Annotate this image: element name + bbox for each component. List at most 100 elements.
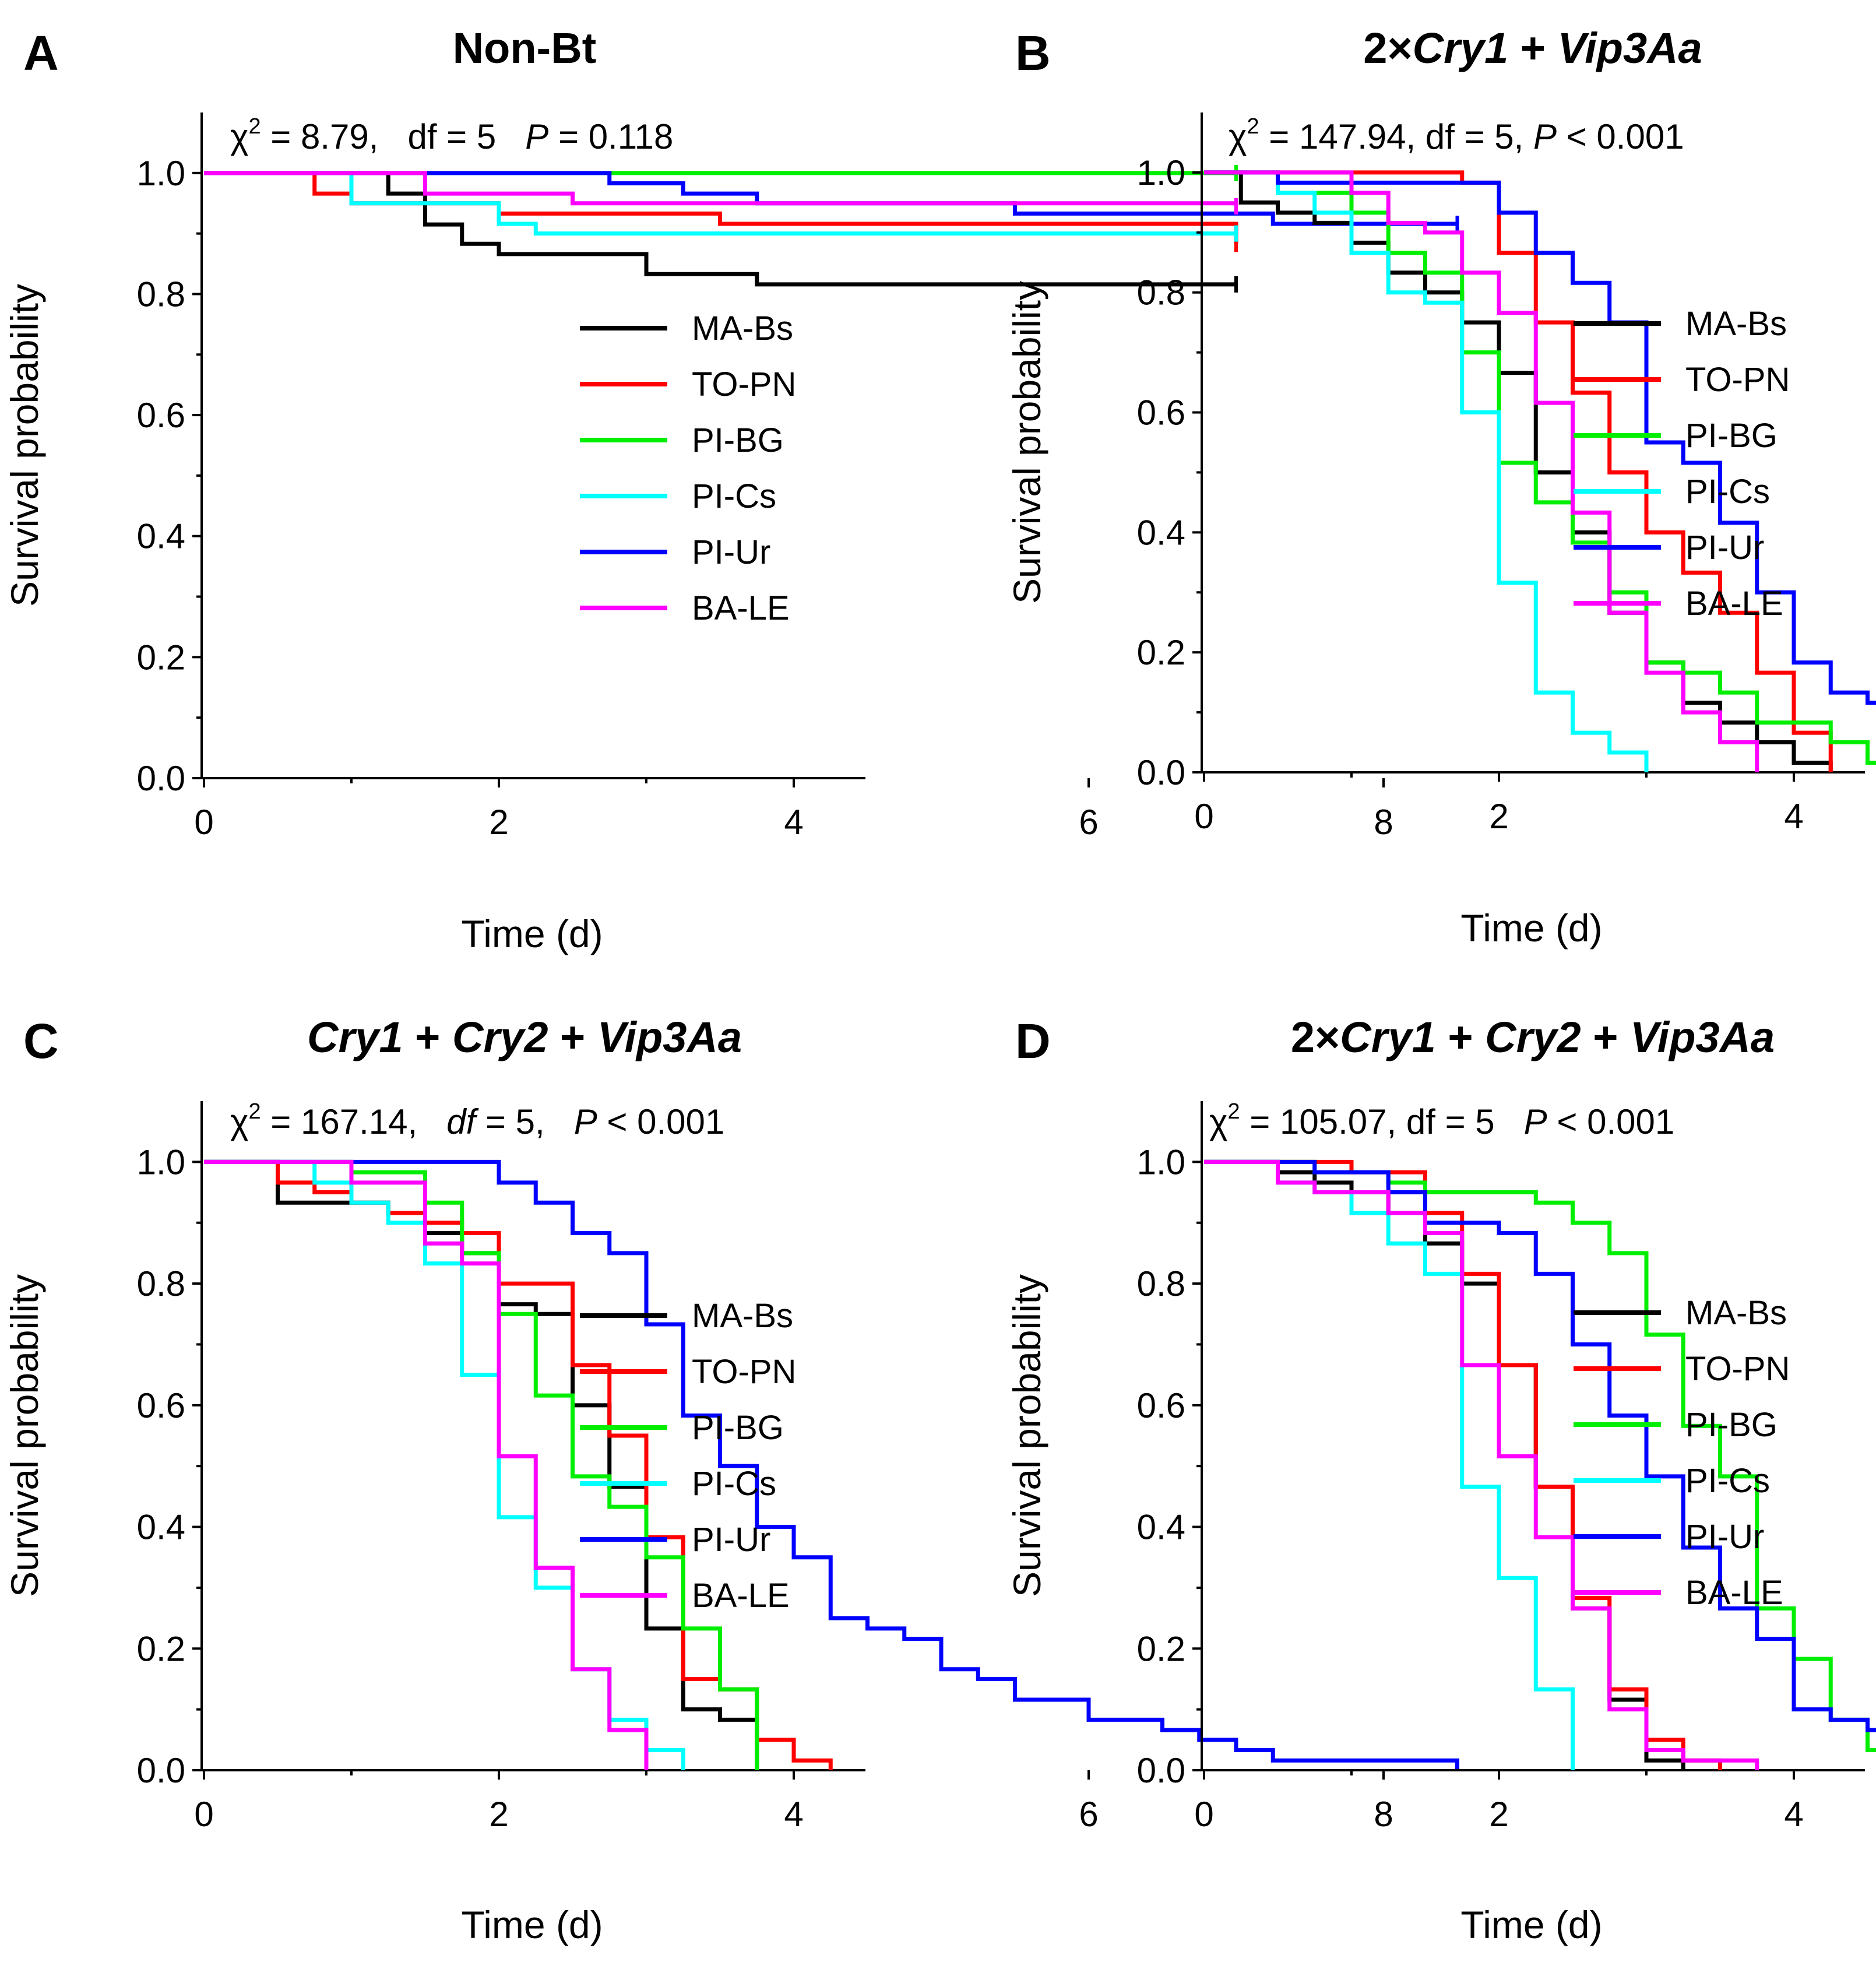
legend-label: PI-Ur bbox=[692, 1521, 770, 1559]
legend-label: BA-LE bbox=[692, 589, 790, 627]
chi-value: = 147.94, df = 5, bbox=[1259, 117, 1533, 156]
x-tick-label: 6 bbox=[1079, 1795, 1098, 1834]
title-part: + bbox=[1581, 1013, 1630, 1061]
y-tick-label: 0.2 bbox=[1137, 1629, 1185, 1668]
title-part: + bbox=[403, 1013, 452, 1061]
x-axis-label: Time (d) bbox=[461, 912, 603, 955]
title-part: Cry2 bbox=[1485, 1013, 1581, 1061]
stat-text: χ2 = 147.94, df = 5, P < 0.001 bbox=[1229, 114, 1684, 156]
title-part: + bbox=[1436, 1013, 1485, 1061]
series-line-pi-ur bbox=[1204, 170, 1876, 705]
legend: MA-Bs TO-PN PI-BG PI-Cs PI-Ur BA-LE bbox=[1574, 1294, 1790, 1612]
y-axis-label: Survival probability bbox=[1005, 1274, 1048, 1597]
y-tick-label: 0.8 bbox=[137, 275, 185, 314]
y-tick-label: 0.2 bbox=[1137, 633, 1185, 672]
p-symbol: P bbox=[1533, 117, 1557, 156]
y-axis-label: Survival probability bbox=[3, 1274, 46, 1597]
panel-c: C Cry1 + Cry2 + Vip3Aa 0.0 0.2 0.4 0.6 0.8 1.0 0… bbox=[3, 1013, 1459, 1946]
x-tick-label: 2 bbox=[1489, 797, 1508, 836]
legend-label: PI-Ur bbox=[1685, 1518, 1764, 1556]
title-part: 2× bbox=[1291, 1013, 1340, 1061]
title-part: Cry1 bbox=[1413, 24, 1509, 72]
y-tick-label: 0.0 bbox=[137, 1751, 185, 1790]
series-line-to-pn bbox=[1204, 1159, 1722, 1770]
series-line-ba-le bbox=[204, 171, 1238, 206]
y-tick-label: 0.4 bbox=[137, 517, 185, 556]
stat-text: χ2 = 105.07, df = 5 P < 0.001 bbox=[1209, 1099, 1674, 1141]
y-tick-label: 0.0 bbox=[137, 759, 185, 798]
panel-letter: A bbox=[23, 26, 59, 80]
p-value: = 0.118 bbox=[548, 117, 673, 156]
chi-value: = 105.07, df = 5 bbox=[1240, 1102, 1524, 1141]
df-symbol: df bbox=[446, 1102, 478, 1141]
title-part: Cry1 bbox=[1340, 1013, 1436, 1061]
panel-title: 2×Cry1 + Cry2 + Vip3Aa bbox=[1291, 1013, 1775, 1061]
series-line-pi-cs bbox=[1204, 1159, 1575, 1770]
stat-text: χ2 = 8.79, df = 5 P = 0.118 bbox=[230, 114, 673, 156]
series-line-pi-bg bbox=[1204, 1159, 1876, 1753]
series-line-pi-ur bbox=[204, 171, 1458, 226]
legend-label: BA-LE bbox=[1685, 585, 1783, 623]
legend-label: PI-Cs bbox=[692, 477, 776, 515]
p-symbol: P bbox=[525, 117, 548, 156]
legend-label: TO-PN bbox=[1685, 361, 1790, 399]
y-axis-label: Survival probability bbox=[3, 284, 46, 607]
title-part: Vip3Aa bbox=[1558, 24, 1702, 72]
series-line-pi-cs bbox=[1204, 170, 1649, 772]
legend-label: PI-BG bbox=[692, 1409, 784, 1447]
y-tick-label: 0.4 bbox=[1137, 513, 1185, 552]
y-tick-label: 0.4 bbox=[1137, 1508, 1185, 1547]
legend-label: MA-Bs bbox=[1685, 305, 1787, 343]
p-symbol: P bbox=[574, 1102, 597, 1141]
x-tick-label: 4 bbox=[1784, 797, 1803, 836]
x-tick-label: 6 bbox=[1079, 803, 1098, 842]
panel-letter: B bbox=[1015, 26, 1051, 80]
panel-letter: C bbox=[23, 1014, 59, 1068]
p-symbol: P bbox=[1524, 1102, 1547, 1141]
x-tick-label: 0 bbox=[194, 1795, 213, 1834]
y-tick-label: 1.0 bbox=[1137, 153, 1185, 192]
legend-label: PI-Ur bbox=[1685, 529, 1764, 567]
panel-letter: D bbox=[1015, 1014, 1051, 1068]
panel-title: 2×Cry1 + Vip3Aa bbox=[1363, 24, 1702, 72]
chi-power: 2 bbox=[1228, 1099, 1240, 1124]
y-tick-label: 0.8 bbox=[137, 1264, 185, 1303]
x-tick-label: 0 bbox=[1194, 797, 1213, 836]
legend-label: TO-PN bbox=[692, 1353, 796, 1391]
p-value: < 0.001 bbox=[1547, 1102, 1675, 1141]
legend-label: PI-BG bbox=[1685, 1406, 1778, 1444]
chi-value: = 8.79, df = 5 bbox=[261, 117, 526, 156]
title-part: Non-Bt bbox=[453, 24, 597, 72]
x-tick-label: 0 bbox=[1194, 1795, 1213, 1834]
title-part: Cry2 bbox=[452, 1013, 548, 1061]
x-tick-label: 4 bbox=[784, 1795, 803, 1834]
legend: MA-Bs TO-PN PI-BG PI-Cs PI-Ur BA-LE bbox=[580, 310, 796, 627]
y-tick-label: 0.2 bbox=[137, 638, 185, 677]
y-tick-label: 0.6 bbox=[137, 1386, 185, 1425]
x-tick-label: 2 bbox=[489, 803, 508, 842]
stat-text: χ2 = 167.14, df = 5, P < 0.001 bbox=[230, 1099, 724, 1141]
x-tick-label: 4 bbox=[784, 803, 803, 842]
title-part: + bbox=[548, 1013, 597, 1061]
legend-label: MA-Bs bbox=[692, 310, 793, 347]
y-tick-label: 0.0 bbox=[1137, 1751, 1185, 1790]
title-part: Vip3Aa bbox=[597, 1013, 742, 1061]
x-axis-label: Time (d) bbox=[461, 1903, 603, 1946]
p-value: < 0.001 bbox=[597, 1102, 725, 1141]
legend: MA-Bs TO-PN PI-BG PI-Cs PI-Ur BA-LE bbox=[580, 1297, 796, 1615]
legend-label: PI-Ur bbox=[692, 533, 770, 571]
y-tick-label: 1.0 bbox=[137, 154, 185, 193]
y-tick-label: 0.6 bbox=[1137, 393, 1185, 433]
series-line-pi-ur bbox=[204, 1159, 1459, 1770]
panel-title: Cry1 + Cry2 + Vip3Aa bbox=[307, 1013, 742, 1061]
title-part: Cry1 bbox=[307, 1013, 403, 1061]
legend-label: MA-Bs bbox=[692, 1297, 793, 1335]
chi-symbol: χ bbox=[1229, 117, 1247, 156]
chi-power: 2 bbox=[249, 114, 261, 139]
chi-value: = 167.14, bbox=[261, 1102, 447, 1141]
y-tick-label: 0.8 bbox=[1137, 273, 1185, 312]
legend-label: TO-PN bbox=[1685, 1350, 1790, 1388]
x-axis-label: Time (d) bbox=[1460, 1903, 1602, 1946]
y-tick-label: 0.2 bbox=[137, 1629, 185, 1668]
